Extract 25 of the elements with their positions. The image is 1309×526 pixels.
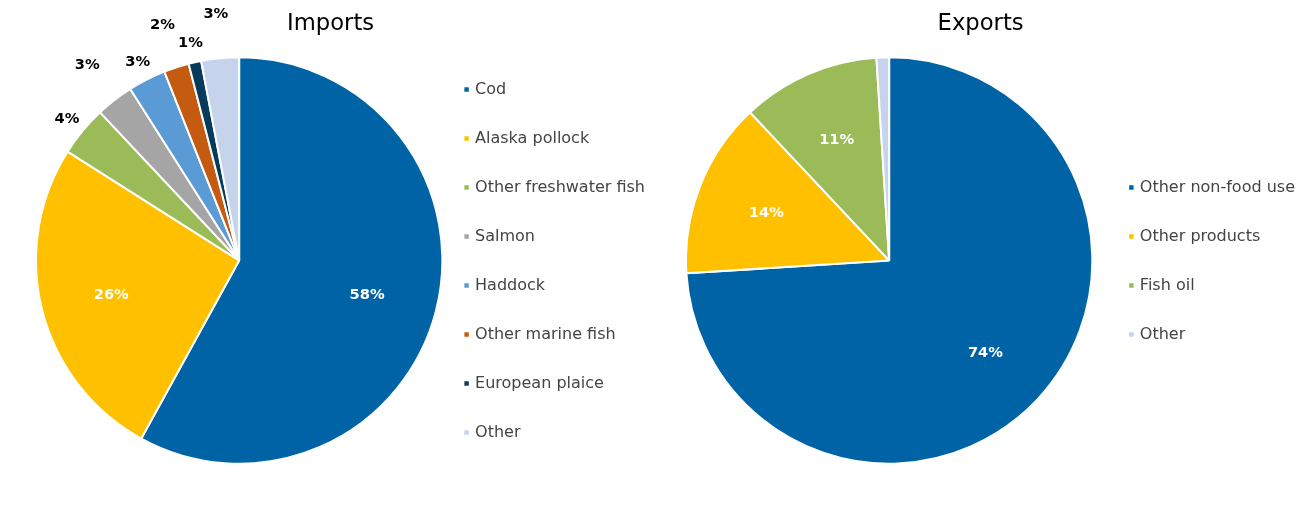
legend-label: Salmon (475, 226, 535, 245)
legend-label: Other (475, 422, 521, 441)
data-label: 26% (93, 284, 130, 302)
chart-title: Imports (287, 8, 375, 35)
data-label: 3% (203, 4, 229, 22)
chart-title: Exports (937, 8, 1024, 35)
data-label: 1% (177, 33, 204, 50)
legend-label: Other products (1139, 226, 1261, 245)
legend-label: Other freshwater fish (475, 177, 645, 196)
legend-label: Alaska pollock (475, 128, 590, 147)
data-label: 74% (967, 342, 1004, 360)
legend-label: Cod (475, 79, 507, 98)
legend-label: Other marine fish (475, 324, 616, 343)
legend-label: European plaice (475, 373, 604, 392)
data-label: 11% (819, 130, 855, 148)
data-label: 58% (349, 284, 385, 302)
legend-label: Fish oil (1139, 275, 1195, 294)
data-label: 14% (748, 203, 785, 221)
data-label: 2% (150, 15, 176, 33)
legend-label: Haddock (475, 275, 546, 294)
data-label: 3% (125, 52, 151, 70)
legend-label: Other non-food use (1139, 177, 1295, 196)
legend-label: Other (1139, 324, 1186, 343)
data-label: 3% (74, 55, 100, 73)
data-label: 4% (54, 108, 80, 126)
